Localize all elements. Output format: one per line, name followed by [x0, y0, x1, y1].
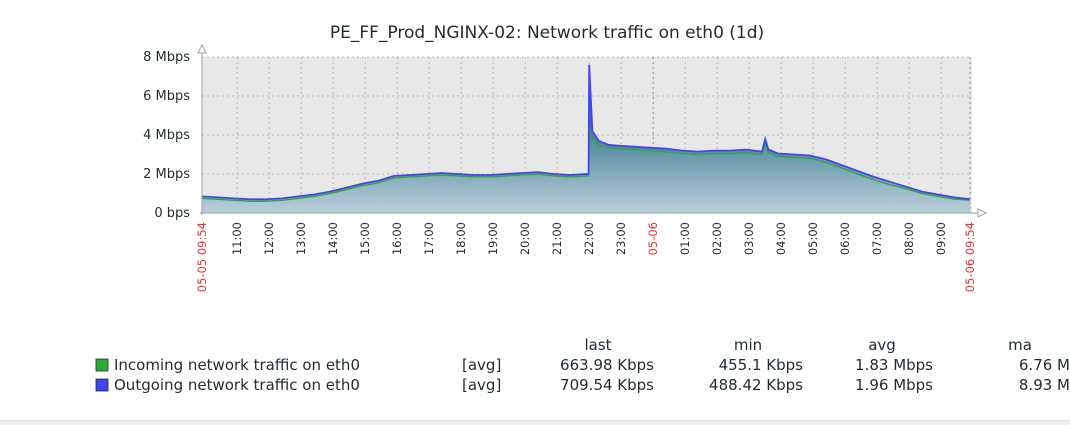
- legend-value-last: 709.54 Kbps: [560, 376, 654, 394]
- legend: last min avg ma Incoming network traffic on …: [95, 336, 1070, 394]
- x-tick-label: 16:00: [390, 222, 404, 255]
- legend-value-avg: 1.83 Mbps: [855, 356, 933, 374]
- x-tick-label: 13:00: [294, 222, 308, 255]
- x-tick-label: 11:00: [230, 222, 244, 255]
- series-incoming-area: [202, 125, 970, 213]
- x-tick-label: 04:00: [774, 222, 788, 255]
- x-tick-label: 14:00: [326, 222, 340, 255]
- chart-title: PE_FF_Prod_NGINX-02: Network traffic on …: [330, 23, 764, 43]
- x-tick-label: 22:00: [582, 222, 596, 255]
- y-axis-arrow: [197, 43, 207, 54]
- legend-value-max: 8.93 M: [1019, 376, 1070, 394]
- x-tick-label: 05-06 09:54: [963, 222, 977, 292]
- legend-header-0: last: [584, 336, 611, 354]
- legend-header-2: avg: [868, 336, 896, 354]
- x-tick-label: 20:00: [518, 222, 532, 255]
- legend-func: [avg]: [462, 376, 501, 394]
- y-axis-ticks: 0 bps 2 Mbps 4 Mbps 6 Mbps 8 Mbps: [143, 50, 190, 221]
- x-tick-label: 21:00: [550, 222, 564, 255]
- legend-label: Outgoing network traffic on eth0: [114, 376, 360, 394]
- legend-swatch: [95, 378, 109, 392]
- x-axis-arrow: [977, 208, 988, 218]
- legend-value-min: 455.1 Kbps: [719, 356, 804, 374]
- x-tick-label: 09:00: [934, 222, 948, 255]
- legend-swatch: [95, 358, 109, 372]
- legend-header-1: min: [734, 336, 762, 354]
- x-tick-label: 07:00: [870, 222, 884, 255]
- axes: [197, 43, 988, 218]
- series-area: [201, 64, 971, 213]
- x-tick-label: 12:00: [262, 222, 276, 255]
- x-tick-label: 23:00: [614, 222, 628, 255]
- x-tick-label: 01:00: [678, 222, 692, 255]
- legend-label: Incoming network traffic on eth0: [114, 356, 360, 374]
- footer-strip: [0, 420, 1070, 425]
- legend-value-avg: 1.96 Mbps: [855, 376, 933, 394]
- x-tick-label: 17:00: [422, 222, 436, 255]
- x-tick-label: 05-05 09:54: [195, 222, 209, 292]
- y-tick-label: 4 Mbps: [143, 128, 190, 143]
- y-tick-label: 8 Mbps: [143, 50, 190, 65]
- x-tick-label: 18:00: [454, 222, 468, 255]
- x-tick-label: 19:00: [486, 222, 500, 255]
- legend-value-min: 488.42 Kbps: [709, 376, 803, 394]
- x-tick-label: 05-06: [646, 222, 660, 255]
- x-tick-label: 15:00: [358, 222, 372, 255]
- y-tick-label: 6 Mbps: [143, 89, 190, 104]
- x-tick-label: 06:00: [838, 222, 852, 255]
- legend-value-max: 6.76 M: [1019, 356, 1070, 374]
- legend-func: [avg]: [462, 356, 501, 374]
- legend-value-last: 663.98 Kbps: [560, 356, 654, 374]
- series-incoming-line: [201, 125, 971, 203]
- y-tick-label: 2 Mbps: [143, 167, 190, 182]
- x-tick-label: 03:00: [742, 222, 756, 255]
- x-axis-ticks: 05-05 09:54 11:00 12:00 13:00 14:00 15:00 16:0…: [195, 222, 977, 292]
- x-tick-label: 02:00: [710, 222, 724, 255]
- series-outgoing-line: [201, 64, 971, 201]
- y-tick-label: 0 bps: [154, 206, 190, 221]
- legend-header-3: ma: [1008, 336, 1032, 354]
- x-tick-label: 08:00: [902, 222, 916, 255]
- x-tick-label: 05:00: [806, 222, 820, 255]
